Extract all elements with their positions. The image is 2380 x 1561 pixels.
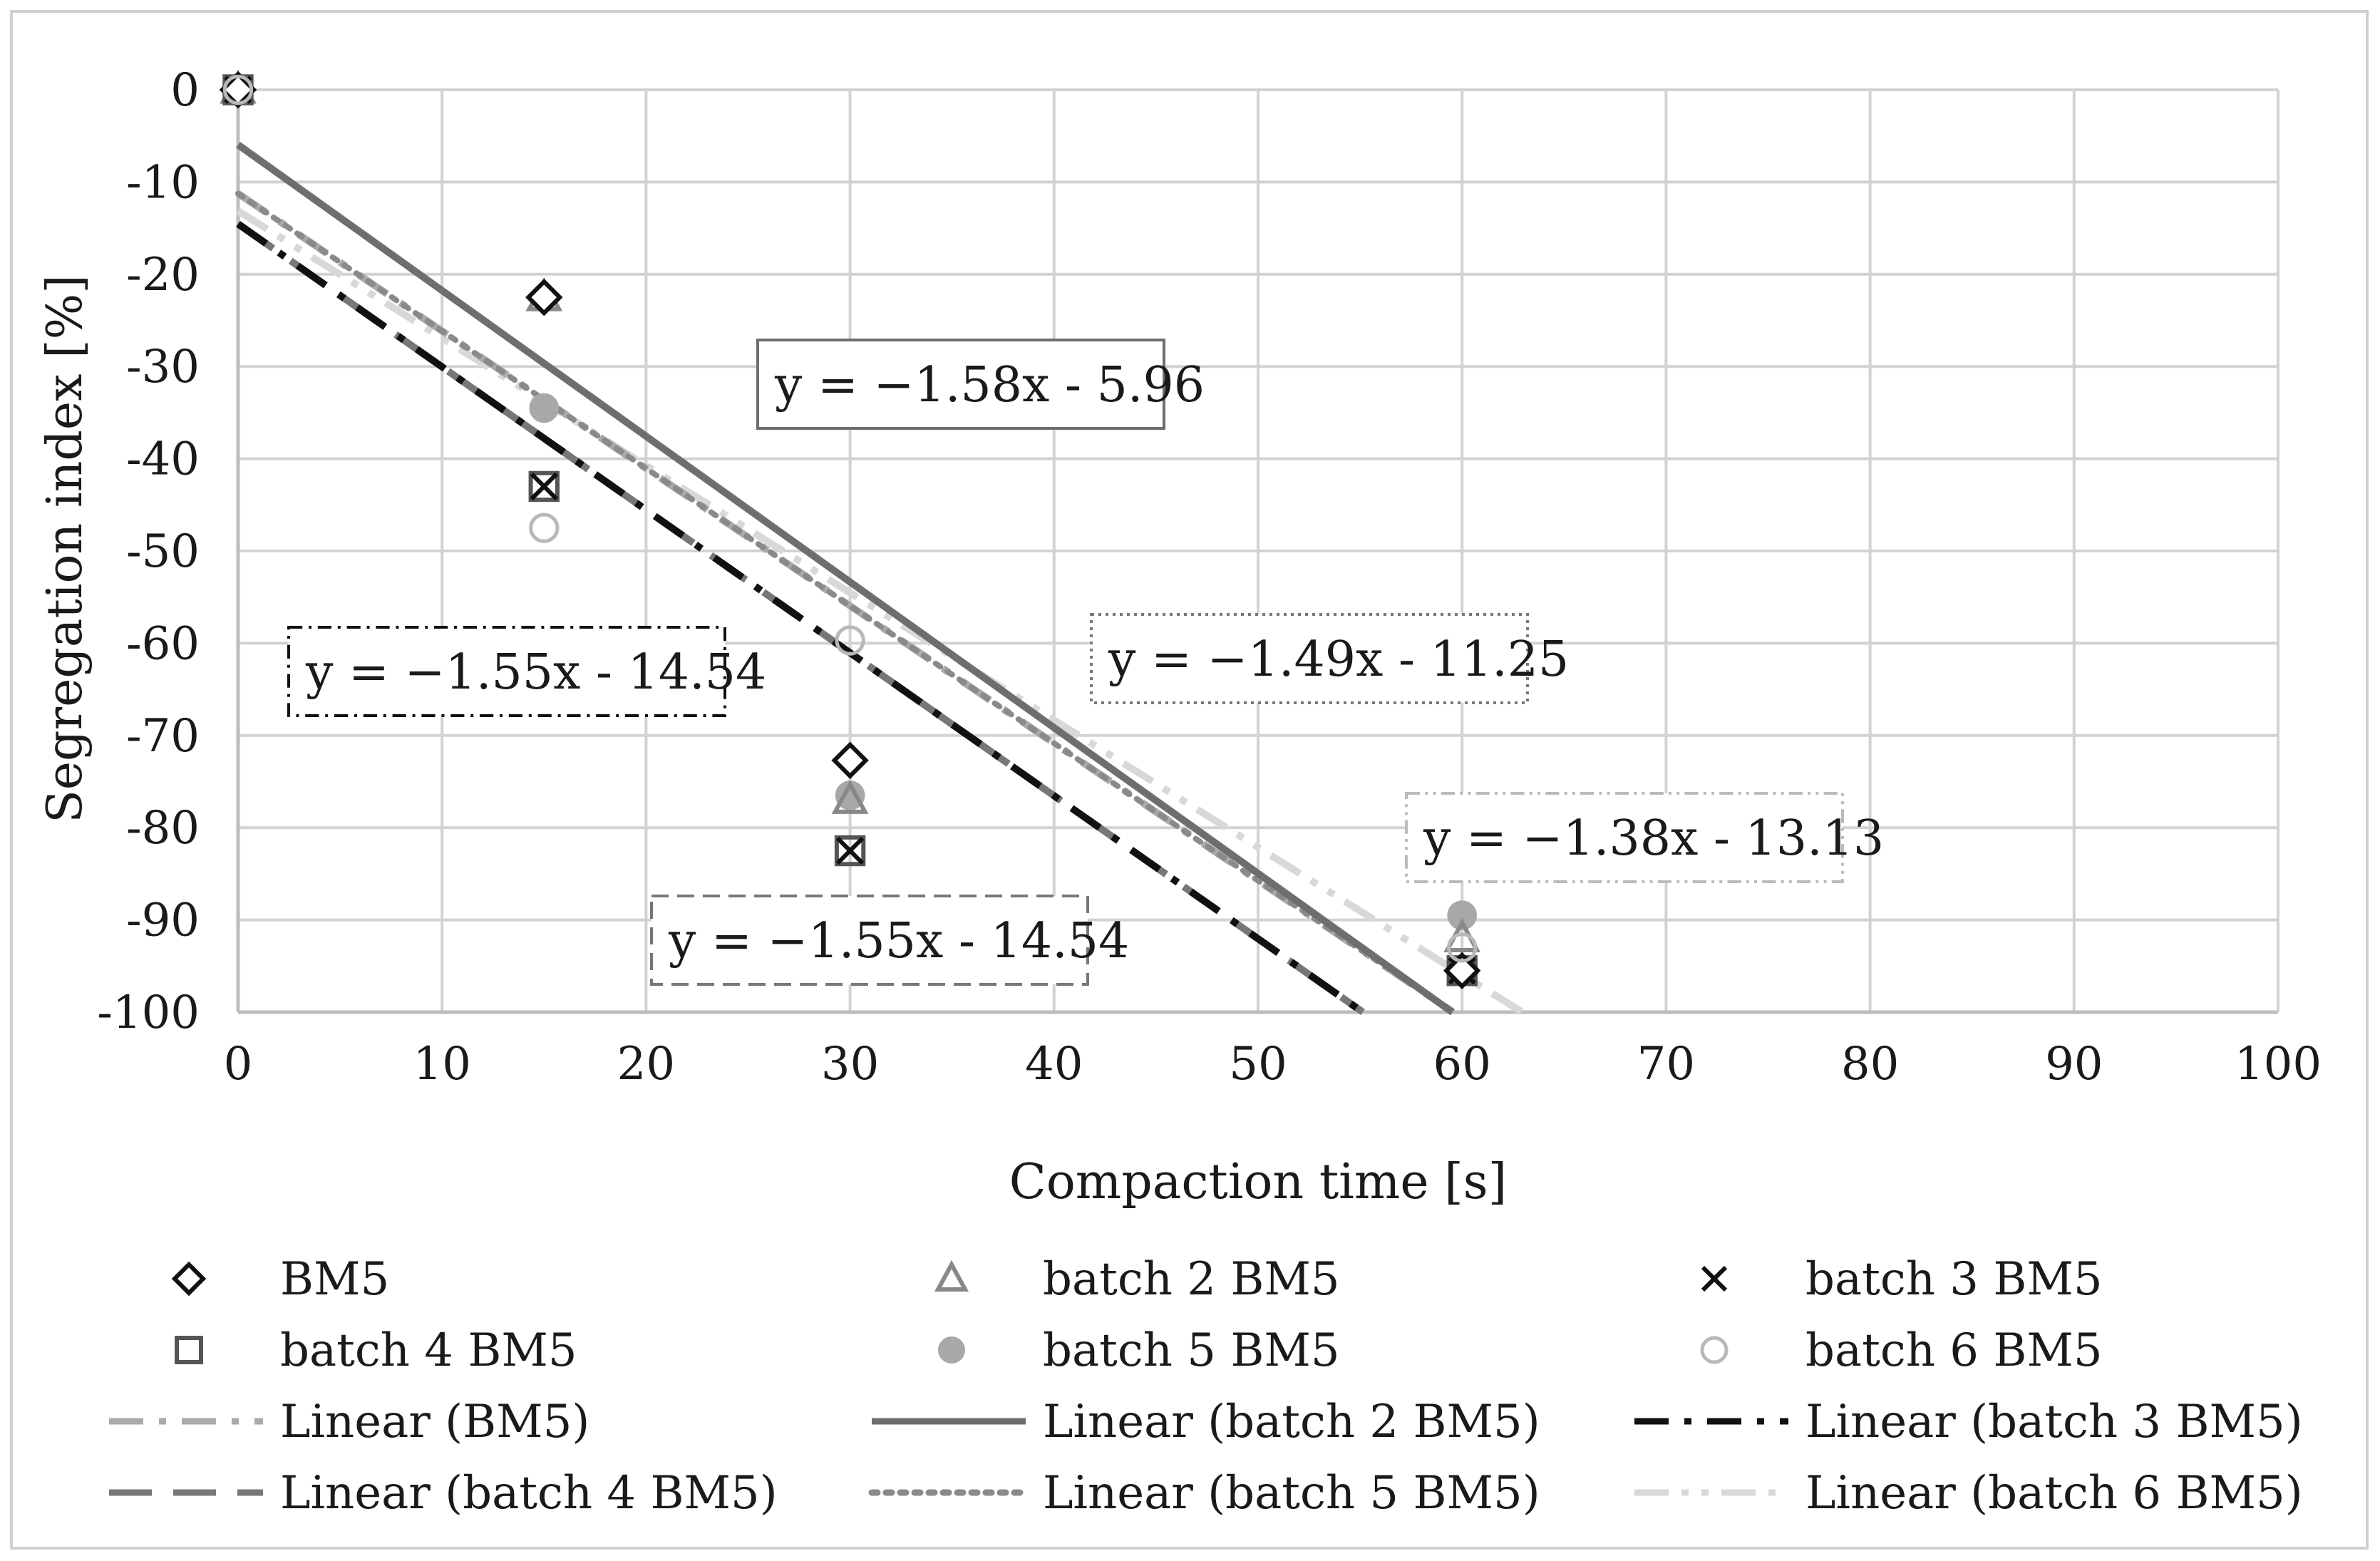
data-point-series-6 [529, 512, 560, 543]
data-point-series-4 [834, 835, 866, 867]
legend-label: Linear (BM5) [280, 1396, 589, 1448]
legend-label: Linear (batch 2 BM5) [1043, 1396, 1540, 1448]
x-tick-label: 70 [1637, 1038, 1695, 1091]
equation-text: y = −1.49x - 11.25 [1108, 632, 1569, 688]
axes: 0 10 20 30 40 50 60 70 80 90 100 0 -10 -20 -30 -40 -50 -6… [97, 64, 2322, 1091]
data-point-series-6 [835, 625, 865, 656]
legend-label: batch 3 BM5 [1805, 1253, 2103, 1306]
legend-label: Linear (batch 3 BM5) [1805, 1396, 2303, 1448]
data-point-series-1 [525, 278, 563, 316]
equation-text: y = −1.55x - 14.54 [305, 644, 766, 701]
trendlines [235, 142, 1525, 1016]
equation-text: y = −1.58x - 5.96 [774, 357, 1205, 413]
legend-marker [938, 1336, 965, 1364]
y-tick-label: -100 [97, 986, 200, 1039]
trendline-2 [236, 142, 1455, 1016]
legend-label: batch 4 BM5 [280, 1324, 577, 1377]
legend-marker [171, 1261, 207, 1297]
y-tick-label: -90 [126, 895, 200, 947]
legend-marker [1701, 1265, 1728, 1292]
legend-label: batch 6 BM5 [1805, 1324, 2103, 1377]
legend-label: batch 5 BM5 [1043, 1324, 1340, 1377]
y-tick-label: 0 [170, 64, 200, 117]
equation-box [287, 626, 726, 717]
data-points [219, 69, 1481, 990]
y-tick-label: -20 [126, 249, 200, 302]
trendline-5 [235, 190, 1456, 1015]
legend-marker [1700, 1336, 1729, 1364]
equation-box [756, 339, 1165, 430]
x-tick-label: 40 [1025, 1038, 1083, 1091]
x-tick-label: 10 [413, 1038, 470, 1091]
x-tick-label: 90 [2045, 1038, 2103, 1091]
equation-annotations: y = −1.58x - 5.96 y = −1.55x - 14.54 y = −… [287, 339, 1884, 986]
legend: BM5 batch 2 BM5 batch 3 BM5 batch 4 BM5 batc… [109, 1253, 2303, 1520]
x-tick-label: 80 [1841, 1038, 1899, 1091]
y-axis-label: Segregation index [%] [37, 274, 93, 823]
x-tick-label: 60 [1433, 1038, 1490, 1091]
x-tick-label: 50 [1229, 1038, 1287, 1091]
y-tick-label: -60 [126, 617, 200, 670]
data-point-series-1 [1443, 952, 1481, 990]
equation-box [650, 895, 1089, 986]
data-point-series-6 [222, 74, 254, 105]
x-tick-label: 100 [2235, 1038, 2322, 1091]
y-tick-label: -50 [126, 525, 200, 578]
data-point-series-2 [831, 780, 869, 814]
y-tick-label: -70 [126, 710, 200, 763]
legend-label: Linear (batch 6 BM5) [1805, 1467, 2303, 1520]
y-tick-label: -40 [126, 433, 200, 486]
trendline-3 [236, 221, 1365, 1016]
equation-text: y = −1.38x - 13.13 [1423, 810, 1884, 867]
data-point-series-3 [530, 472, 559, 501]
x-tick-label: 30 [821, 1038, 879, 1091]
y-tick-label: -30 [126, 341, 200, 393]
data-point-series-5 [529, 393, 560, 423]
data-point-series-3 [835, 836, 865, 865]
x-tick-label: 0 [224, 1038, 253, 1091]
data-point-series-5 [1447, 900, 1477, 930]
data-point-series-4 [528, 470, 560, 503]
y-tick-label: -80 [126, 802, 200, 855]
equation-box [1405, 792, 1844, 883]
x-axis-label: Compaction time [s] [1009, 1154, 1507, 1210]
legend-marker [934, 1259, 969, 1292]
legend-marker [175, 1336, 203, 1364]
legend-label: Linear (batch 5 BM5) [1043, 1467, 1540, 1520]
legend-label: BM5 [280, 1253, 389, 1306]
data-point-series-6 [1447, 932, 1478, 963]
data-point-series-1 [831, 741, 869, 779]
y-tick-label: -10 [126, 156, 200, 209]
legend-label: batch 2 BM5 [1043, 1253, 1340, 1306]
equation-text: y = −1.55x - 14.54 [668, 913, 1129, 969]
x-tick-label: 20 [617, 1038, 675, 1091]
equation-box [1090, 613, 1529, 704]
legend-label: Linear (batch 4 BM5) [280, 1467, 778, 1520]
trendline-6 [236, 207, 1525, 1016]
